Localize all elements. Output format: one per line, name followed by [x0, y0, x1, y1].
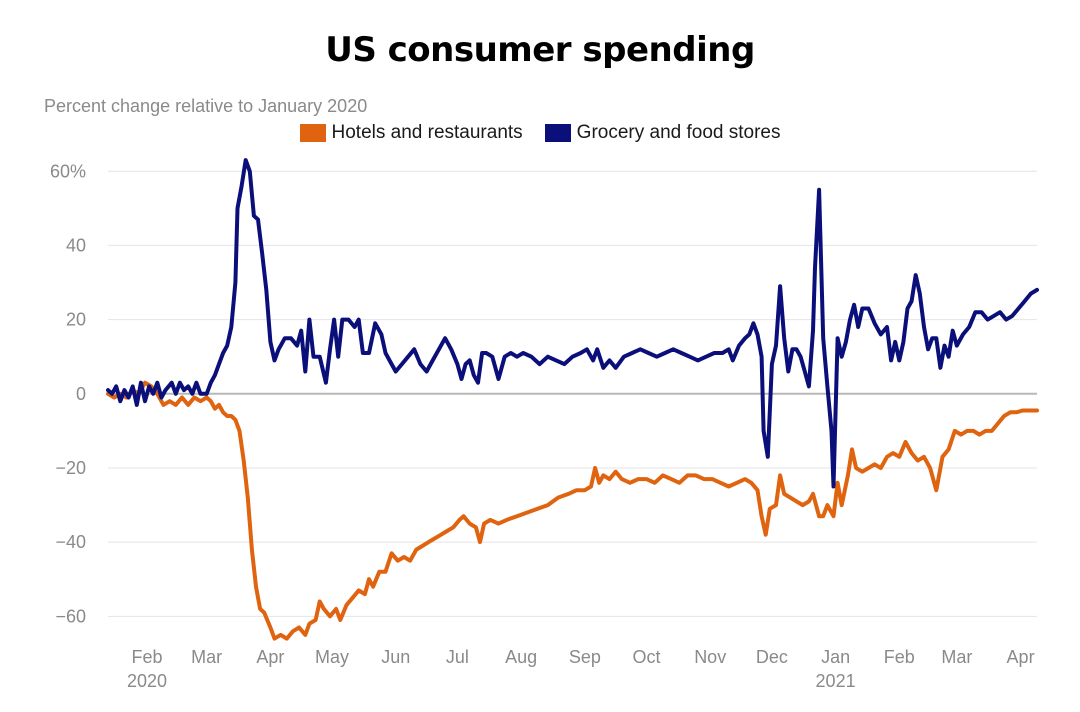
- x-tick-label: Aug: [505, 647, 537, 667]
- y-tick-label: −60: [55, 606, 86, 626]
- y-tick-label: 60%: [50, 161, 86, 181]
- x-tick-label: Jul: [446, 647, 469, 667]
- x-tick-label: Apr: [256, 647, 284, 667]
- x-tick-year-label: 2021: [816, 671, 856, 691]
- series-line-grocery-and-food-stores: [106, 158, 1039, 489]
- x-tick-label: Dec: [756, 647, 788, 667]
- y-tick-label: 0: [76, 384, 86, 404]
- y-tick-label: −40: [55, 532, 86, 552]
- legend-swatch-grocery: [544, 124, 571, 142]
- x-tick-label: Mar: [191, 647, 222, 667]
- series-line-hotels-and-restaurants: [106, 380, 1039, 641]
- legend-item-hotels: Hotels and restaurants: [299, 122, 523, 144]
- x-axis-tick-labels: Feb 2020 Mar Apr May Jun Jul Aug Sep Oct Nov Dec Jan…: [127, 647, 1035, 691]
- legend-label-hotels: Hotels and restaurants: [331, 122, 523, 143]
- chart-legend: Hotels and restaurants Grocery and food …: [0, 122, 1080, 144]
- y-axis-tick-labels: 60% 40 20 0 −20 −40 −60: [50, 161, 86, 626]
- chart-subtitle: Percent change relative to January 2020: [44, 96, 368, 116]
- x-tick-label: Jan: [821, 647, 850, 667]
- x-tick-label: Oct: [632, 647, 660, 667]
- x-tick-label: Feb: [132, 647, 163, 667]
- y-tick-label: −20: [55, 458, 86, 478]
- y-tick-label: 20: [66, 310, 86, 330]
- legend-item-grocery: Grocery and food stores: [544, 122, 781, 144]
- x-tick-label: Feb: [884, 647, 915, 667]
- x-tick-label: Apr: [1007, 647, 1035, 667]
- x-tick-label: May: [315, 647, 349, 667]
- y-tick-label: 40: [66, 235, 86, 255]
- legend-swatch-hotels: [299, 124, 326, 142]
- x-tick-label: Jun: [381, 647, 410, 667]
- x-tick-label: Nov: [694, 647, 726, 667]
- x-tick-label: Sep: [569, 647, 601, 667]
- legend-label-grocery: Grocery and food stores: [576, 122, 781, 143]
- chart-gridlines: [108, 170, 1037, 617]
- chart-series-lines: [106, 158, 1039, 641]
- x-tick-year-label: 2020: [127, 671, 167, 691]
- x-tick-label: Mar: [941, 647, 972, 667]
- chart-title: US consumer spending: [325, 30, 755, 70]
